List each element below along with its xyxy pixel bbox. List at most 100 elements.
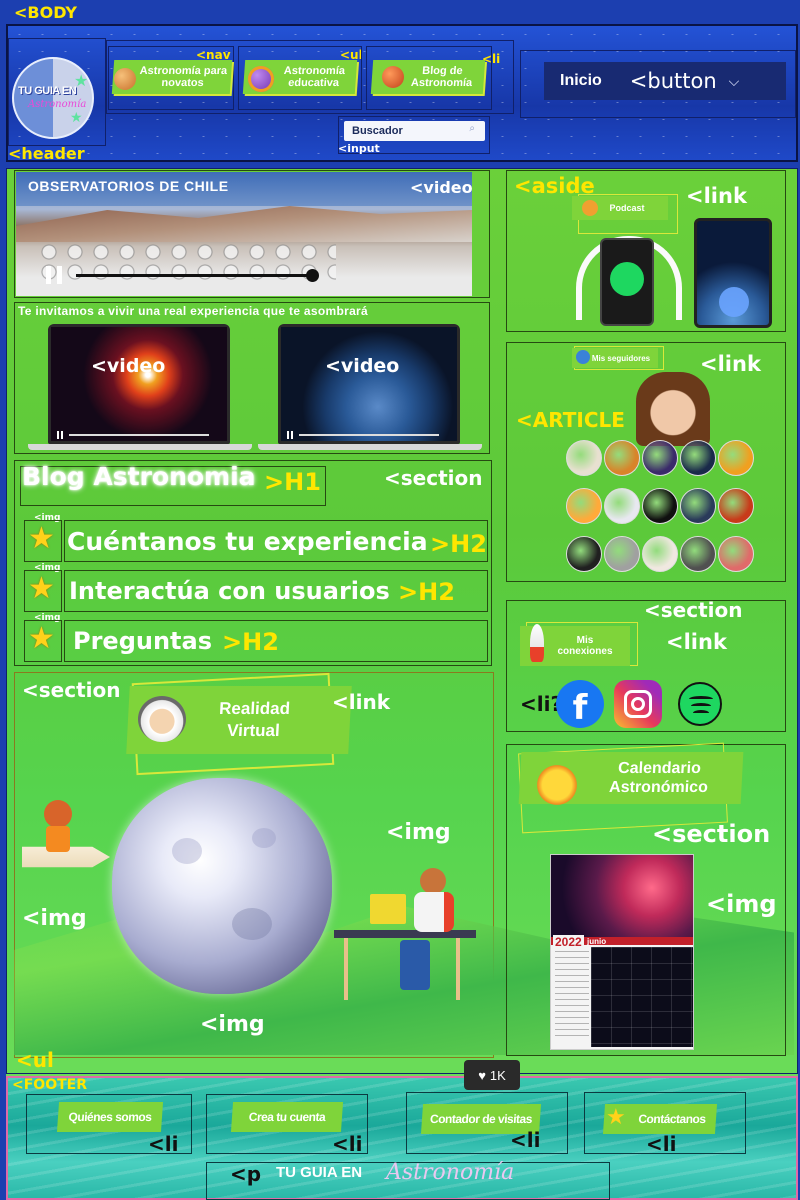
girl-figure [44, 800, 72, 828]
inicio-button[interactable]: Inicio <button ⌵ [544, 62, 786, 100]
calendar-month: junio [587, 937, 607, 946]
nav-item-label: Astronomía educativa [283, 65, 346, 89]
follower-avatar[interactable] [718, 488, 754, 524]
li-tag-label: <li [510, 1128, 541, 1152]
desk-image[interactable] [334, 930, 476, 938]
footer-link-quienes-somos[interactable]: Quiénes somos [56, 1102, 164, 1132]
nav-li-box [366, 46, 492, 110]
h2-img-box [24, 620, 62, 662]
calendar-year: 2022 [553, 935, 584, 949]
follower-avatar[interactable] [642, 536, 678, 572]
footer-li-box [26, 1094, 192, 1154]
spotify-icon [610, 262, 644, 296]
h2-tag-label: >H2 [430, 530, 487, 558]
follower-avatar[interactable] [680, 536, 716, 572]
boy-figure [414, 892, 454, 932]
video-progress-handle[interactable] [306, 269, 319, 282]
follower-avatar[interactable] [604, 536, 640, 572]
saturn-icon [248, 66, 274, 92]
follower-avatar[interactable] [680, 488, 716, 524]
follower-avatar[interactable] [718, 536, 754, 572]
section-tag-label: <section [384, 466, 483, 490]
laptop-video-left[interactable]: <video [48, 324, 230, 444]
video-tag-label: <video [91, 355, 166, 377]
rocket-image[interactable] [22, 846, 110, 868]
nav [106, 40, 514, 114]
link-tag-label: <link [666, 630, 727, 654]
header-tag-label: <header [8, 144, 85, 163]
follower-avatar[interactable] [680, 440, 716, 476]
follower-avatar[interactable] [566, 536, 602, 572]
h1-tag-label: >H1 [264, 468, 321, 496]
nav-tag-label: <nav [196, 48, 231, 62]
follower-avatar[interactable] [604, 488, 640, 524]
input-tag-label: <input [338, 142, 380, 155]
follower-avatar[interactable] [566, 488, 602, 524]
facebook-icon[interactable]: f [556, 680, 604, 728]
moon-image[interactable] [112, 778, 332, 994]
h2-interactua[interactable]: Interactúa con usuarios [64, 570, 488, 612]
footer-brand: TU GUIA EN [276, 1164, 363, 1181]
follower-avatar[interactable] [718, 440, 754, 476]
video-progress-bar[interactable] [76, 274, 314, 277]
star-icon: ★ [28, 622, 55, 655]
phone-image[interactable] [600, 238, 654, 326]
follower-avatar[interactable] [642, 488, 678, 524]
img-tag-label: <img [34, 513, 61, 523]
search-input[interactable]: Buscador ⌕ [344, 121, 485, 141]
h2-label: Cuéntanos tu experiencia [67, 526, 428, 556]
calendar-image[interactable]: 2022 junio [550, 854, 694, 1050]
follower-avatar[interactable] [604, 440, 640, 476]
button-box [520, 50, 796, 118]
planet-icon [382, 66, 404, 88]
likes-count: 1K [489, 1067, 506, 1083]
pause-icon[interactable] [57, 431, 63, 439]
followers-link[interactable]: Mis seguidores [572, 348, 658, 368]
video-section [14, 170, 490, 298]
instagram-icon[interactable] [614, 680, 662, 728]
body-tag-label: <BODY [14, 3, 77, 22]
link-tag-label: <link [332, 690, 391, 714]
desk-leg [344, 938, 348, 1000]
observatorios-video[interactable]: OBSERVATORIOS DE CHILE [16, 172, 472, 296]
calendar-sidebar [555, 951, 589, 1041]
site-logo[interactable]: TU GUIA EN Astronomía ★ ★ [12, 57, 94, 139]
footer-link-label: Contáctanos [637, 1112, 707, 1126]
follower-avatar[interactable] [566, 440, 602, 476]
img-tag-label: <img [34, 613, 61, 623]
footer-link-crea-cuenta[interactable]: Crea tu cuenta [230, 1102, 344, 1132]
spotify-icon[interactable] [678, 682, 722, 726]
pause-icon[interactable] [287, 431, 293, 439]
connections-section [506, 600, 786, 732]
pause-icon[interactable] [46, 266, 62, 284]
h2-img-box [24, 570, 62, 612]
calendar-grid [591, 947, 693, 1047]
h2-preguntas[interactable]: Preguntas [64, 620, 488, 662]
boy-figure [400, 940, 430, 990]
button-tag-label: <button [629, 69, 717, 93]
woman-image [636, 372, 710, 446]
connections-label: Mis conexiones [557, 635, 613, 657]
astronaut-icon [138, 696, 186, 742]
laptop-base [28, 444, 252, 450]
search-placeholder: Buscador [352, 125, 403, 137]
vr-section [14, 672, 494, 1058]
audio-wave-icon [719, 287, 749, 317]
video-progress-bar[interactable] [299, 434, 439, 436]
link-tag-label: <link [700, 352, 761, 376]
likes-badge[interactable]: ♥ 1K [464, 1060, 520, 1090]
follower-avatar[interactable] [642, 440, 678, 476]
video-progress-bar[interactable] [69, 434, 209, 436]
h2-cuentanos[interactable]: Cuéntanos tu experiencia [64, 520, 488, 562]
footer-tag-label: <FOOTER [12, 1077, 87, 1093]
heart-icon: ♥ [478, 1067, 486, 1083]
h1-box [20, 466, 326, 506]
tablet-image[interactable] [694, 218, 772, 328]
img-tag-label: <img [34, 563, 61, 573]
star-icon: ★ [606, 1104, 626, 1129]
li-tag-label: <li [332, 1132, 363, 1156]
h2-img-box [24, 520, 62, 562]
h2-label: Interactúa con usuarios [69, 577, 390, 605]
laptop-video-right[interactable]: <video [278, 324, 460, 444]
